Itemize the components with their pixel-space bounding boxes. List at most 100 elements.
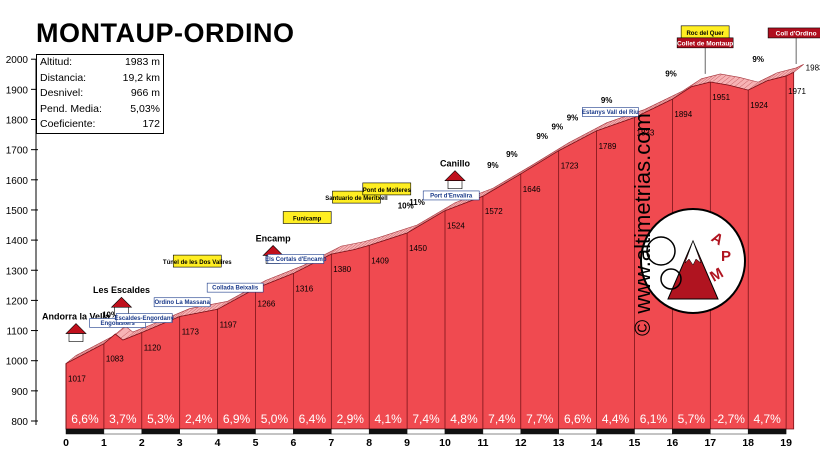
altitude-label: 1316 — [295, 284, 313, 293]
road-sign-label: Port d'Envalira — [430, 193, 473, 199]
peak-gradient-label: 9% — [601, 96, 613, 105]
x-tick-label: 3 — [177, 437, 183, 449]
km-bar-segment — [255, 428, 294, 435]
gradient-label: -2,7% — [714, 412, 746, 426]
x-tick-label: 7 — [328, 437, 334, 449]
gradient-label: 3,7% — [109, 412, 137, 426]
altitude-label: 1409 — [371, 256, 389, 265]
town-house-icon — [444, 170, 466, 182]
y-tick-label: 1200 — [6, 296, 29, 307]
gradient-label: 4,7% — [753, 412, 781, 426]
altitude-label: 1083 — [106, 355, 124, 364]
gradient-label: 4,8% — [450, 412, 478, 426]
km-bar-segment — [103, 428, 143, 435]
y-tick-label: 1300 — [6, 266, 29, 277]
peak-gradient-label: 9% — [506, 150, 518, 159]
y-tick-label: 1100 — [6, 327, 28, 338]
road-sign-label: Els Cortals d'Encamp — [265, 257, 327, 263]
x-tick-label: 17 — [704, 437, 716, 449]
apm-bicycle-wheel-icon — [660, 268, 682, 290]
town-house-icon — [262, 245, 284, 256]
km-bar-segment — [406, 428, 446, 435]
km-bar-segment — [368, 428, 408, 435]
altitude-label: 1924 — [750, 101, 768, 110]
x-tick-label: 8 — [366, 437, 372, 449]
altitude-label: 1017 — [68, 375, 86, 384]
road-sign-label: Estanys Vall del Riu — [582, 110, 639, 116]
poi-label-box — [172, 254, 222, 268]
town-label: Canillo — [440, 159, 471, 169]
gradient-label: 4,4% — [602, 412, 630, 426]
km-bar-segment — [482, 428, 522, 435]
stats-box: Altitud: 1983 m Distancia: 19,2 km Desnive… — [36, 54, 164, 134]
altitude-label: 1120 — [144, 344, 162, 353]
road-sign-box — [267, 254, 325, 264]
poi-label: Túnel de les Dos Valires — [163, 260, 232, 266]
town-house-icon — [110, 296, 133, 308]
x-tick-label: 19 — [780, 437, 792, 449]
x-tick-label: 1 — [101, 437, 107, 449]
stat-average-gradient: Pend. Media: 5,03% — [40, 102, 160, 115]
road-sign-box — [582, 107, 639, 117]
poi-label-box — [362, 182, 412, 196]
altitude-label: 1266 — [258, 300, 276, 309]
altitude-label: 1450 — [409, 244, 427, 253]
road-sign-box — [153, 297, 211, 308]
peak-gradient-label: 11% — [409, 198, 425, 207]
page-title: MONTAUP-ORDINO — [36, 18, 295, 48]
gradient-label: 6,1% — [640, 412, 668, 426]
km-bar-segment — [331, 428, 370, 435]
gradient-label: 5,3% — [147, 412, 175, 426]
x-tick-label: 0 — [63, 437, 69, 449]
stat-elevation-gain: Desnivel: 966 m — [40, 87, 160, 100]
altitude-label: 1524 — [447, 222, 465, 231]
y-tick-label: 1000 — [6, 357, 29, 368]
altitude-label: 1894 — [674, 110, 692, 119]
altitude-label: 1723 — [561, 162, 579, 171]
x-tick-label: 2 — [139, 437, 145, 449]
gradient-label: 6,9% — [223, 412, 251, 426]
gradient-label: 5,0% — [261, 412, 289, 426]
road-sign-label: Engolasters — [101, 321, 136, 327]
altitude-label: 1971 — [788, 87, 806, 96]
peak-gradient-label: 10% — [102, 311, 118, 320]
apm-mountain-icon — [667, 239, 719, 300]
x-tick-label: 13 — [553, 437, 565, 449]
summit-altitude-label: 1983 — [806, 63, 820, 72]
x-tick-label: 14 — [591, 437, 603, 449]
poi-label: Funicamp — [293, 216, 322, 222]
gradient-label: 4,1% — [374, 412, 402, 426]
poi-label: Roc del Quer — [686, 31, 724, 37]
y-tick-label: 900 — [11, 387, 28, 398]
km-bar-segment — [596, 428, 635, 435]
altitude-label: 1833 — [637, 129, 655, 138]
x-tick-label: 5 — [253, 437, 259, 449]
gradient-label: 7,4% — [488, 412, 516, 426]
y-tick-label: 1600 — [6, 176, 29, 187]
peak-gradient-label: 9% — [487, 161, 499, 170]
gradient-label: 2,4% — [185, 412, 213, 426]
copyright-text: © www.altimetrias.com — [630, 113, 655, 336]
gradient-label: 6,6% — [564, 412, 592, 426]
x-tick-label: 9 — [404, 437, 410, 449]
km-bar-segment — [141, 428, 180, 435]
stat-distance: Distancia: 19,2 km — [40, 71, 160, 84]
poi-label: Pont de Molleres — [363, 188, 412, 194]
km-bar-segment — [634, 428, 673, 435]
km-bar-segment — [747, 428, 787, 435]
y-tick-label: 1400 — [6, 236, 29, 247]
y-tick-label: 2000 — [6, 55, 29, 66]
apm-logo-letter: P — [721, 248, 731, 265]
stat-coefficient: Coeficiente: 172 — [40, 118, 160, 131]
gradient-label: 2,9% — [337, 412, 365, 426]
pass-label: Collet de Montaup — [677, 40, 733, 47]
altitude-label: 1646 — [523, 185, 541, 194]
pass-label: Coll d'Ordino — [776, 30, 817, 37]
km-bar-segment — [520, 428, 559, 435]
x-tick-label: 4 — [215, 437, 221, 449]
stat-altitude: Altitud: 1983 m — [40, 56, 160, 68]
km-bar-segment — [444, 428, 484, 435]
poi-label: Santuario de Meritxell — [325, 196, 388, 202]
x-tick-label: 12 — [515, 437, 527, 449]
